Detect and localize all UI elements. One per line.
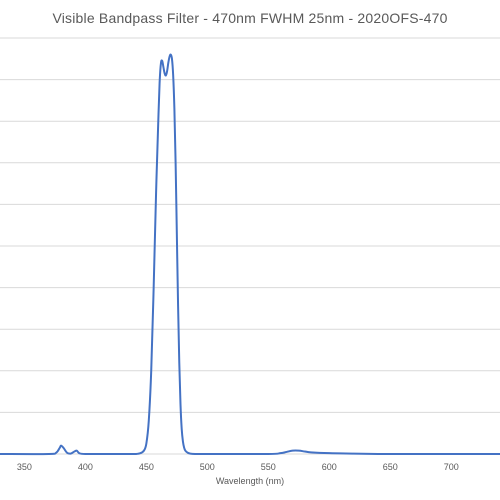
chart-title: Visible Bandpass Filter - 470nm FWHM 25n… [52,10,448,26]
x-tick-label-0: 350 [17,462,32,472]
x-tick-label-6: 650 [383,462,398,472]
series-layer [0,53,500,456]
gridlines [0,37,500,455]
x-tick-label-5: 600 [322,462,337,472]
x-tick-label-1: 400 [78,462,93,472]
x-tick-label-2: 450 [139,462,154,472]
x-tick-label-7: 700 [444,462,459,472]
x-tick-label-4: 550 [261,462,276,472]
x-tick-label-3: 500 [200,462,215,472]
x-axis-title: Wavelength (nm) [216,476,284,486]
series-line-0 [0,53,500,456]
x-tick-labels: 350 400 450 500 550 600 650 700 [17,462,459,472]
